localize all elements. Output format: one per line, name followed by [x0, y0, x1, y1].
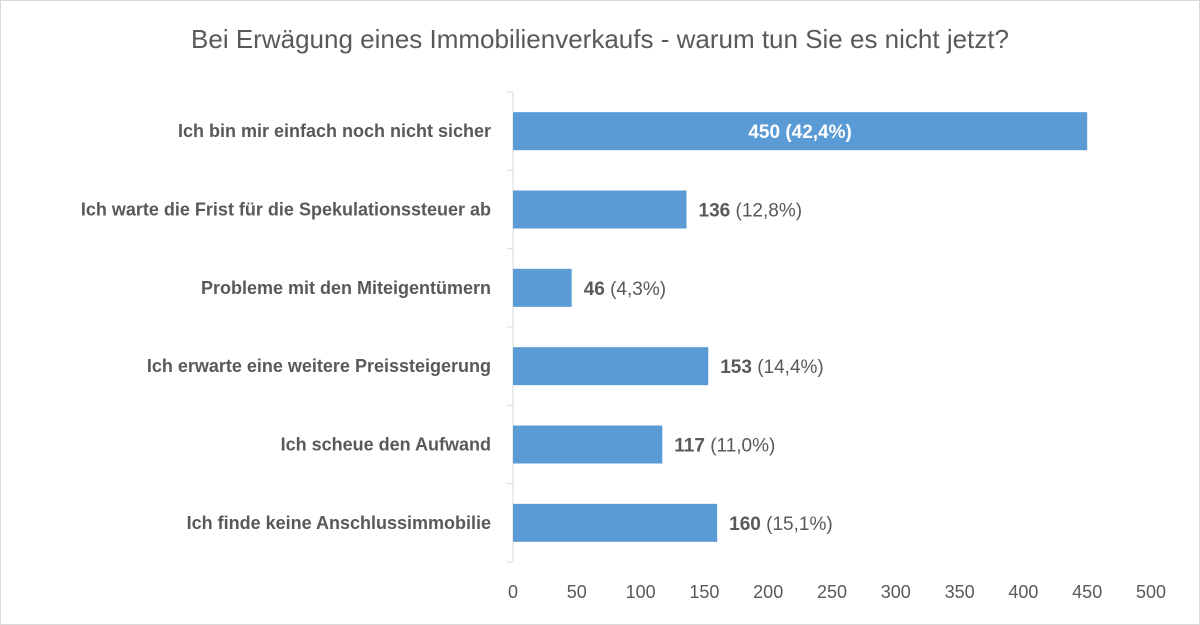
data-label-percent: (4,3%) — [610, 279, 666, 300]
data-label-value: 153 — [720, 357, 757, 378]
x-tick-label: 350 — [945, 582, 975, 602]
category-label: Ich scheue den Aufwand — [281, 435, 491, 455]
data-label: 46 (4,3%) — [584, 279, 666, 300]
x-tick-label: 150 — [689, 582, 719, 602]
data-label-value: 160 — [729, 514, 766, 535]
data-label: 136 (12,8%) — [699, 201, 803, 222]
x-tick-label: 100 — [626, 582, 656, 602]
data-label-value: 46 — [584, 279, 610, 300]
data-label-percent: (11,0%) — [710, 436, 775, 457]
chart-title: Bei Erwägung eines Immobilienverkaufs - … — [191, 24, 1009, 54]
bar — [513, 503, 718, 542]
bar — [513, 425, 663, 464]
bar — [513, 190, 687, 229]
x-tick-label: 500 — [1136, 582, 1166, 602]
x-tick-label: 50 — [567, 582, 587, 602]
category-labels-group: Ich bin mir einfach noch nicht sicher Ich… — [81, 121, 491, 533]
category-label: Ich bin mir einfach noch nicht sicher — [178, 121, 491, 141]
data-label: 117 (11,0%) — [674, 436, 775, 457]
category-label: Ich erwarte eine weitere Preissteigerung — [147, 356, 491, 376]
data-labels-group: 450 (42,4%) 136 (12,8%) 46 (4,3%) 153 (14,4… — [584, 122, 852, 535]
data-label-value: 136 — [699, 201, 736, 222]
x-tick-label: 200 — [753, 582, 783, 602]
data-label: 160 (15,1%) — [729, 514, 833, 535]
data-label-percent: (42,4%) — [785, 122, 852, 143]
bar — [513, 347, 709, 386]
category-label: Ich finde keine Anschlussimmobilie — [187, 513, 491, 533]
category-axis — [507, 91, 514, 563]
x-tick-labels-group: 0 50 100 150 200 250 300 350 400 450 500 — [508, 582, 1166, 602]
data-label-percent: (12,8%) — [736, 201, 803, 222]
bar — [513, 268, 572, 307]
bar — [513, 112, 1088, 151]
category-label: Probleme mit den Miteigentümern — [201, 278, 491, 298]
x-tick-label: 300 — [881, 582, 911, 602]
data-label-value: 450 — [748, 122, 785, 143]
data-label: 153 (14,4%) — [720, 357, 824, 378]
x-tick-label: 450 — [1072, 582, 1102, 602]
data-label: 450 (42,4%) — [748, 122, 852, 143]
data-label-value: 117 — [674, 436, 710, 457]
category-label: Ich warte die Frist für die Spekulations… — [81, 200, 491, 220]
bars-group — [513, 112, 1088, 542]
x-tick-label: 250 — [817, 582, 847, 602]
data-label-percent: (15,1%) — [766, 514, 833, 535]
x-tick-label: 0 — [508, 582, 518, 602]
x-tick-label: 400 — [1008, 582, 1038, 602]
data-label-percent: (14,4%) — [757, 357, 824, 378]
